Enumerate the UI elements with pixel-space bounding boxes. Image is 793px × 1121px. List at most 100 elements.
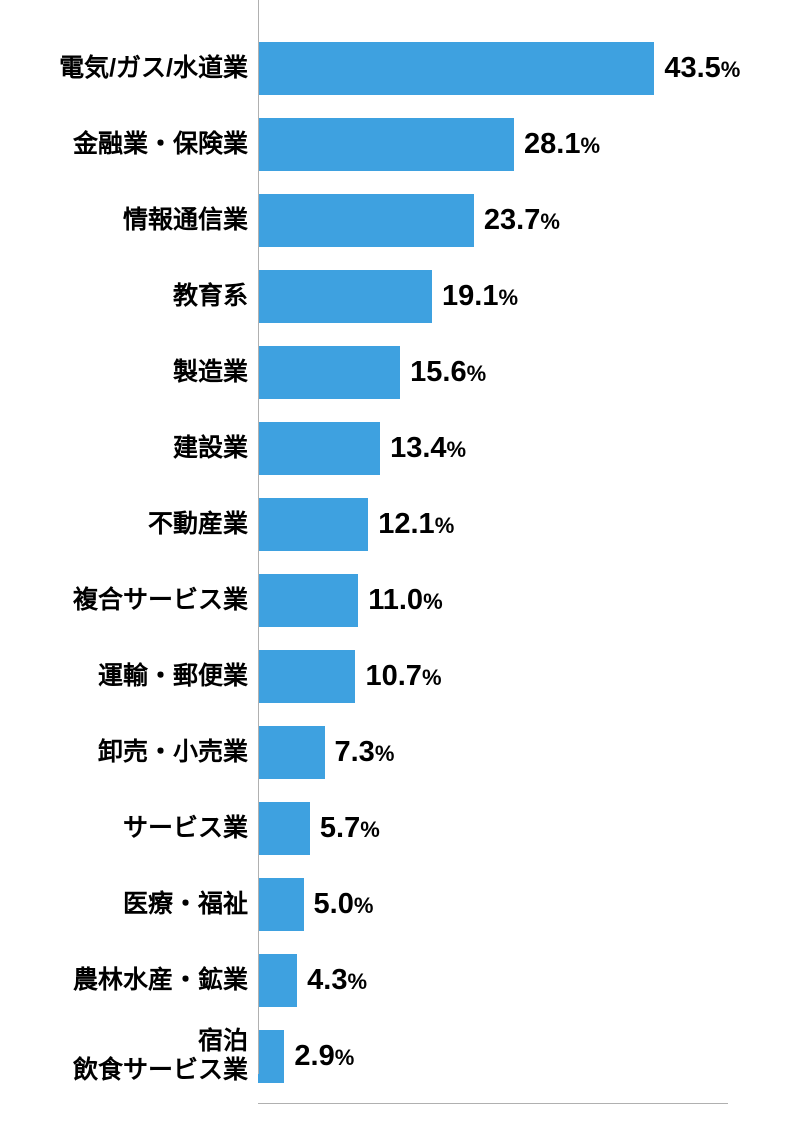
- chart-row: 卸売・小売業 7.3%: [0, 714, 793, 790]
- bar: [258, 574, 358, 627]
- category-label: 卸売・小売業: [0, 738, 258, 767]
- chart-row: 不動産業 12.1%: [0, 486, 793, 562]
- category-label: 複合サービス業: [0, 586, 258, 615]
- category-label: 宿泊 飲食サービス業: [0, 1027, 258, 1085]
- bar-plot-area: 19.1%: [258, 258, 793, 334]
- bar: [258, 1030, 284, 1083]
- bar: [258, 726, 325, 779]
- value-number: 11.0: [368, 584, 423, 616]
- value-label: 43.5%: [664, 52, 740, 85]
- value-label: 2.9%: [294, 1040, 354, 1073]
- value-label: 10.7%: [365, 660, 441, 693]
- value-number: 2.9: [294, 1040, 334, 1072]
- category-label: 金融業・保険業: [0, 130, 258, 159]
- bar: [258, 42, 654, 95]
- value-label: 13.4%: [390, 432, 466, 465]
- percent-sign: %: [435, 513, 455, 538]
- bar: [258, 498, 368, 551]
- category-label: 農林水産・鉱業: [0, 966, 258, 995]
- chart-row: 宿泊 飲食サービス業 2.9%: [0, 1018, 793, 1094]
- value-number: 5.0: [314, 888, 354, 920]
- value-number: 28.1: [524, 128, 580, 160]
- percent-sign: %: [540, 209, 560, 234]
- bar: [258, 118, 514, 171]
- chart-row: 情報通信業 23.7%: [0, 182, 793, 258]
- value-label: 5.7%: [320, 812, 380, 845]
- category-label: 情報通信業: [0, 206, 258, 235]
- y-axis-line: [258, 0, 259, 1074]
- value-label: 23.7%: [484, 204, 560, 237]
- bar: [258, 346, 400, 399]
- value-number: 10.7: [365, 660, 421, 692]
- percent-sign: %: [335, 1045, 355, 1070]
- value-number: 15.6: [410, 356, 466, 388]
- category-label: 建設業: [0, 434, 258, 463]
- percent-sign: %: [498, 285, 518, 310]
- chart-row: 運輸・郵便業 10.7%: [0, 638, 793, 714]
- percent-sign: %: [423, 589, 443, 614]
- value-number: 19.1: [442, 280, 498, 312]
- industry-bar-chart: 電気/ガス/水道業 43.5% 金融業・保険業 28.1% 情報通信業 23.7% 教育系 1…: [0, 30, 793, 1094]
- percent-sign: %: [467, 361, 487, 386]
- percent-sign: %: [721, 57, 741, 82]
- chart-row: 電気/ガス/水道業 43.5%: [0, 30, 793, 106]
- bar-plot-area: 12.1%: [258, 486, 793, 562]
- bar-plot-area: 13.4%: [258, 410, 793, 486]
- bar-plot-area: 10.7%: [258, 638, 793, 714]
- value-label: 12.1%: [378, 508, 454, 541]
- bar-plot-area: 28.1%: [258, 106, 793, 182]
- chart-row: 金融業・保険業 28.1%: [0, 106, 793, 182]
- value-label: 7.3%: [335, 736, 395, 769]
- value-label: 11.0%: [368, 584, 442, 617]
- chart-row: 複合サービス業 11.0%: [0, 562, 793, 638]
- value-label: 4.3%: [307, 964, 367, 997]
- bar: [258, 270, 432, 323]
- chart-row: 農林水産・鉱業 4.3%: [0, 942, 793, 1018]
- category-label: 製造業: [0, 358, 258, 387]
- value-label: 28.1%: [524, 128, 600, 161]
- value-number: 4.3: [307, 964, 347, 996]
- bar: [258, 954, 297, 1007]
- chart-row: 教育系 19.1%: [0, 258, 793, 334]
- value-number: 12.1: [378, 508, 434, 540]
- bar-plot-area: 7.3%: [258, 714, 793, 790]
- bar-plot-area: 11.0%: [258, 562, 793, 638]
- bar: [258, 878, 304, 931]
- category-label: サービス業: [0, 814, 258, 843]
- bar-plot-area: 15.6%: [258, 334, 793, 410]
- value-label: 5.0%: [314, 888, 374, 921]
- chart-row: 建設業 13.4%: [0, 410, 793, 486]
- bar-plot-area: 5.7%: [258, 790, 793, 866]
- value-number: 5.7: [320, 812, 360, 844]
- chart-row: 医療・福祉 5.0%: [0, 866, 793, 942]
- category-label: 不動産業: [0, 510, 258, 539]
- value-label: 15.6%: [410, 356, 486, 389]
- percent-sign: %: [447, 437, 467, 462]
- bar: [258, 802, 310, 855]
- category-label: 教育系: [0, 282, 258, 311]
- chart-row: 製造業 15.6%: [0, 334, 793, 410]
- chart-row: サービス業 5.7%: [0, 790, 793, 866]
- bar: [258, 422, 380, 475]
- value-number: 23.7: [484, 204, 540, 236]
- percent-sign: %: [348, 969, 368, 994]
- bar-plot-area: 43.5%: [258, 30, 793, 106]
- percent-sign: %: [580, 133, 600, 158]
- percent-sign: %: [422, 665, 442, 690]
- value-label: 19.1%: [442, 280, 518, 313]
- percent-sign: %: [375, 741, 395, 766]
- value-number: 43.5: [664, 52, 720, 84]
- bar: [258, 650, 355, 703]
- category-label: 運輸・郵便業: [0, 662, 258, 691]
- value-number: 7.3: [335, 736, 375, 768]
- x-axis-baseline: [258, 1103, 728, 1104]
- category-label: 電気/ガス/水道業: [0, 54, 258, 83]
- category-label: 医療・福祉: [0, 890, 258, 919]
- percent-sign: %: [360, 817, 380, 842]
- bar: [258, 194, 474, 247]
- bar-plot-area: 5.0%: [258, 866, 793, 942]
- bar-plot-area: 4.3%: [258, 942, 793, 1018]
- percent-sign: %: [354, 893, 374, 918]
- bar-plot-area: 2.9%: [258, 1018, 793, 1094]
- bar-plot-area: 23.7%: [258, 182, 793, 258]
